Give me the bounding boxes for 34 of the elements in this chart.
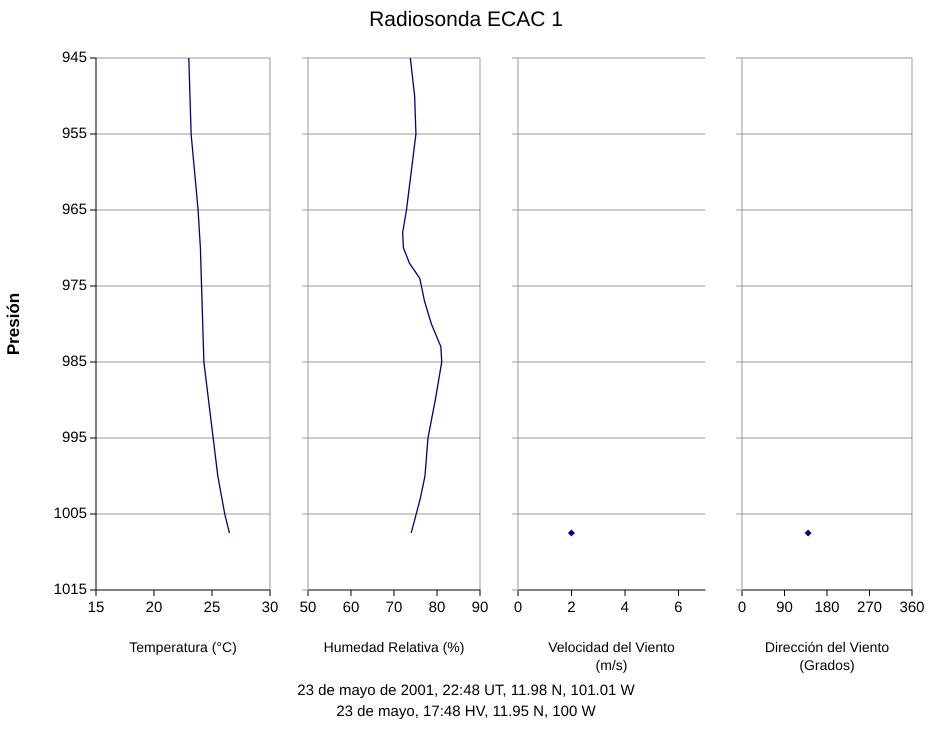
x-tick-label: 0	[514, 599, 522, 616]
x-axis-title: Dirección del Viento (Grados)	[764, 638, 890, 674]
x-tick-label: 70	[386, 599, 402, 616]
x-tick-label: 360	[899, 599, 925, 616]
x-tick-label: 90	[776, 599, 793, 616]
text: 23 de mayo de 2001, 22:48 UT, 11.98 N, 101.01 W	[296, 681, 636, 701]
text: 23 de mayo, 17:48 HV, 11.95 N, 100 W	[335, 702, 597, 722]
x-tick-label: 25	[204, 599, 220, 616]
x-tick-label: 15	[88, 599, 104, 616]
y-tick-label: 985	[62, 353, 87, 370]
y-tick-label: 955	[62, 125, 87, 142]
x-tick-label: 50	[300, 599, 316, 616]
chart-title: Radiosonda ECAC 1	[368, 8, 564, 32]
y-tick-label: 945	[62, 49, 87, 66]
x-tick-label: 2	[567, 599, 576, 616]
x-tick-label: 0	[738, 599, 746, 616]
x-axis-title: Temperatura (°C)	[128, 638, 238, 656]
x-axis-title: Velocidad del Viento (m/s)	[547, 638, 676, 674]
x-axis-title: Humedad Relativa (%)	[322, 638, 466, 656]
y-axis-title: Presión	[4, 292, 23, 356]
x-tick-label: 60	[342, 599, 360, 616]
y-tick-label: 975	[62, 277, 87, 294]
x-tick-label: 6	[674, 599, 682, 616]
y-tick-label: 1015	[54, 581, 87, 598]
x-tick-label: 180	[814, 599, 840, 616]
x-tick-label: 90	[472, 599, 488, 616]
x-tick-label: 4	[620, 599, 630, 616]
x-tick-label: 20	[146, 599, 162, 616]
x-tick-label: 270	[856, 599, 882, 616]
x-tick-label: 30	[262, 599, 278, 616]
y-tick-label: 1005	[54, 505, 87, 522]
x-tick-label: 80	[428, 599, 446, 616]
y-tick-label: 995	[62, 429, 87, 446]
y-tick-label: 965	[62, 201, 87, 218]
